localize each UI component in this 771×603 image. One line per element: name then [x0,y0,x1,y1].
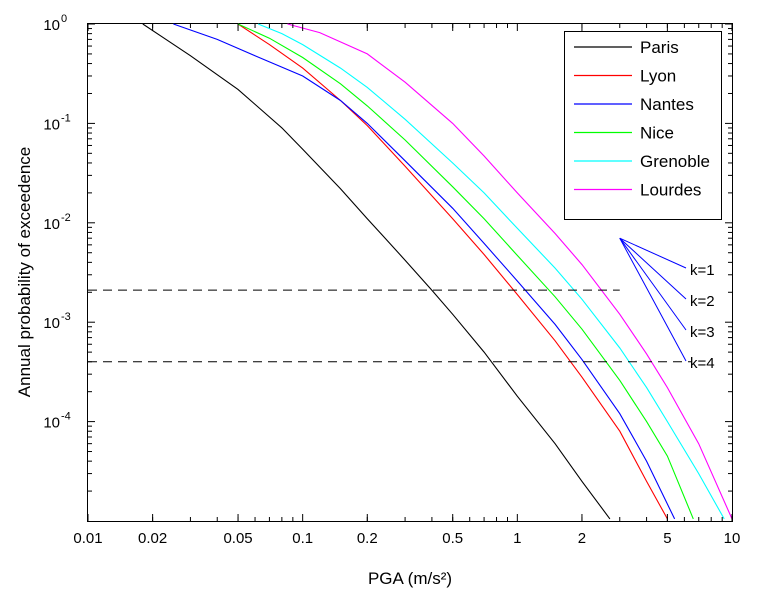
y-tick-label: 10 [43,216,60,233]
y-axis-label-text: Annual probability of exceedence [15,147,34,397]
x-tick-label: 0.1 [292,530,313,547]
legend-label-lourdes: Lourdes [640,181,701,200]
legend-label-nantes: Nantes [640,95,694,114]
k-pointer-4 [619,237,687,362]
y-tick-exponent: -3 [61,311,71,323]
x-tick-label: 2 [578,530,586,547]
series-line-paris [142,23,611,520]
k-label-4: k=4 [690,355,715,372]
y-tick-exponent: -4 [61,411,71,423]
x-tick-label: 0.2 [357,530,378,547]
hazard-lines [88,289,692,363]
y-axis-label: Annual probability of exceedence [15,147,34,397]
x-axis-label: PGA (m/s²) [368,569,452,588]
y-tick-exponent: -1 [61,112,71,124]
x-tick-label: 1 [513,530,521,547]
series-line-grenoble [257,23,725,520]
k-label-3: k=3 [690,324,715,341]
x-tick-label: 5 [663,530,671,547]
y-tick-label: 10 [43,315,60,332]
k-pointer-1 [619,237,687,269]
k-annotation: k=1 k=2 k=3 k=4 [619,237,715,372]
y-tick-exponent: 0 [61,13,67,25]
legend-label-nice: Nice [640,124,674,143]
series-layer [142,23,733,520]
legend-label-paris: Paris [640,38,679,57]
k-label-2: k=2 [690,293,715,310]
k-pointer-3 [619,237,687,331]
y-tick-label: 10 [43,415,60,432]
legend: Paris Lyon Nantes Nice Grenoble Lourdes [564,31,722,220]
series-line-lourdes [287,23,733,520]
series-line-nantes [173,23,676,520]
x-tick-label: 0.5 [442,530,463,547]
k-pointer-2 [619,237,687,300]
legend-label-grenoble: Grenoble [640,152,710,171]
legend-box [564,31,722,220]
series-line-lyon [237,23,668,520]
x-tick-label: 0.01 [73,530,102,547]
y-tick-label: 10 [43,116,60,133]
x-tick-label: 10 [724,530,741,547]
y-tick-label: 10 [43,17,60,34]
x-axis-label-text: PGA (m/s²) [368,569,452,588]
k-label-1: k=1 [690,262,715,279]
x-tick-label: 0.05 [223,530,252,547]
x-tick-label: 0.02 [138,530,167,547]
y-tick-exponent: -2 [61,212,71,224]
legend-label-lyon: Lyon [640,67,676,86]
series-line-nice [237,23,694,520]
